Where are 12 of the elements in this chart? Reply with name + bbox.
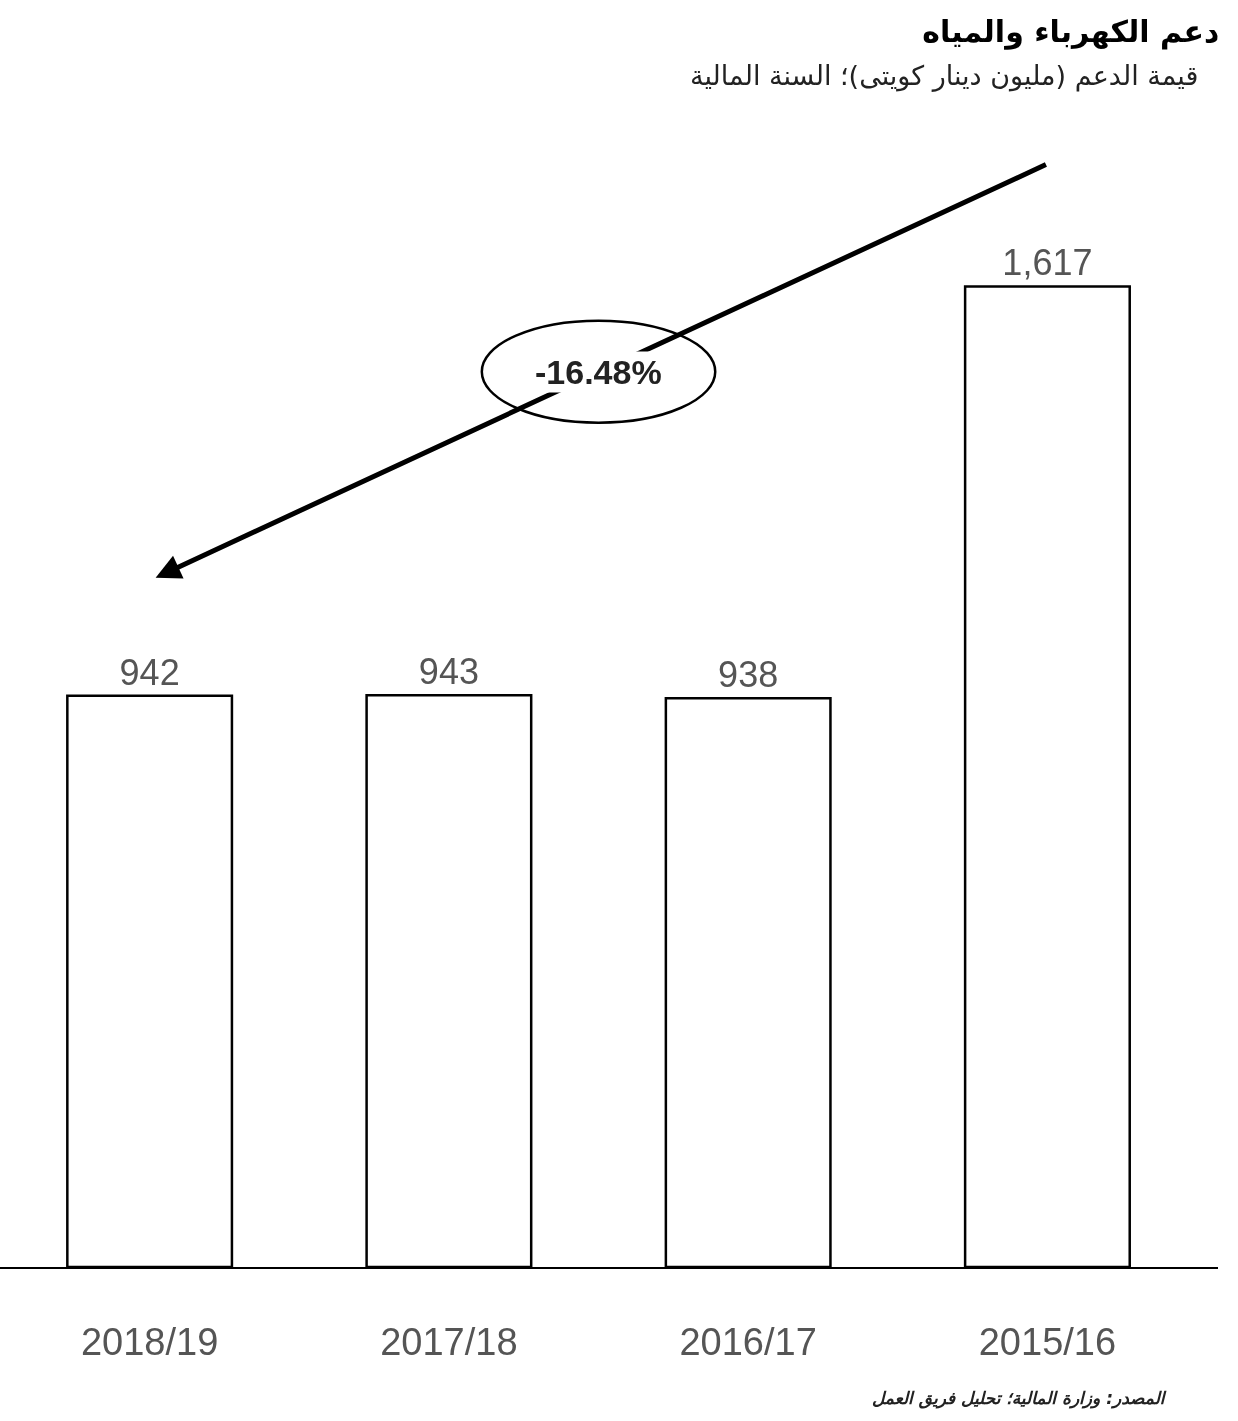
x-tick-label: 2018/19 bbox=[80, 1320, 219, 1363]
chart-subtitle: قيمة الدعم (مليون دينار كويتى)؛ السنة المالية bbox=[690, 60, 1199, 92]
text: المصدر: وزارة المالية؛ تحليل فريق العمل bbox=[872, 1388, 1167, 1409]
x-tick-label: 2017/18 bbox=[380, 1320, 518, 1363]
x-tick-label: 2016/17 bbox=[679, 1320, 817, 1363]
data-label: 942 bbox=[119, 651, 180, 693]
x-tick-label: 2015/16 bbox=[978, 1320, 1117, 1363]
chart-title: دعم الكهرباء والمياه bbox=[922, 14, 1220, 51]
data-label: 943 bbox=[418, 651, 479, 693]
data-label: 1,617 bbox=[1002, 242, 1093, 284]
data-label: 938 bbox=[718, 654, 779, 696]
annotation: -16.48% bbox=[535, 353, 662, 391]
